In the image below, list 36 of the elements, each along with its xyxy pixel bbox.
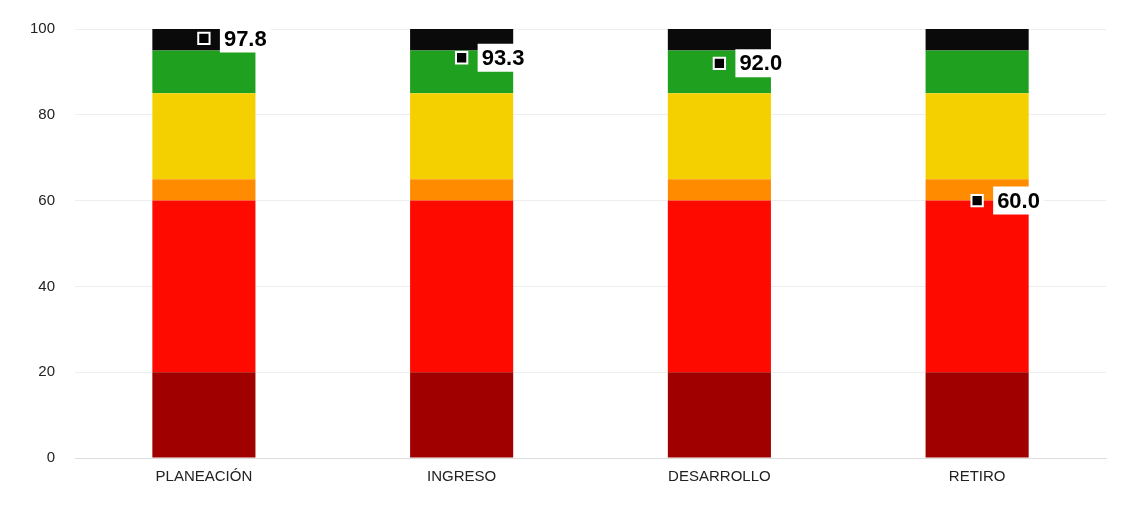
bar [152, 93, 256, 180]
bar [410, 372, 514, 458]
bar [925, 29, 1029, 51]
y-tick-label: 60 [38, 190, 56, 208]
bar [667, 179, 771, 201]
point [970, 193, 984, 208]
bar [925, 50, 1029, 94]
data-label: 93.3 [481, 44, 525, 70]
point [712, 56, 727, 70]
bar [925, 372, 1029, 458]
bar [410, 200, 514, 373]
bar [410, 93, 514, 180]
data-label: 92.0 [739, 50, 783, 76]
bar [152, 200, 256, 373]
data-label: 60.0 [997, 187, 1040, 213]
point [454, 51, 469, 65]
y-tick-label: 20 [38, 362, 56, 380]
bar [152, 372, 256, 458]
x-tick-label: INGRESO [427, 467, 497, 485]
bar [667, 372, 771, 458]
bar [667, 93, 771, 180]
point [197, 31, 211, 46]
bar [667, 29, 771, 51]
bar [410, 179, 514, 201]
x-tick-label: PLANEACIÓN [155, 467, 253, 485]
x-tick-label: RETIRO [948, 467, 1006, 485]
bar [152, 179, 256, 201]
data-label: 97.8 [223, 25, 267, 51]
bar [925, 93, 1029, 180]
x-tick-label: DESARROLLO [668, 467, 771, 485]
bar [152, 50, 256, 94]
bar [667, 200, 771, 373]
y-tick-label: 40 [38, 276, 56, 294]
y-tick-label: 0 [46, 448, 56, 466]
y-tick-label: 80 [38, 104, 56, 122]
y-tick-label: 100 [30, 19, 56, 37]
